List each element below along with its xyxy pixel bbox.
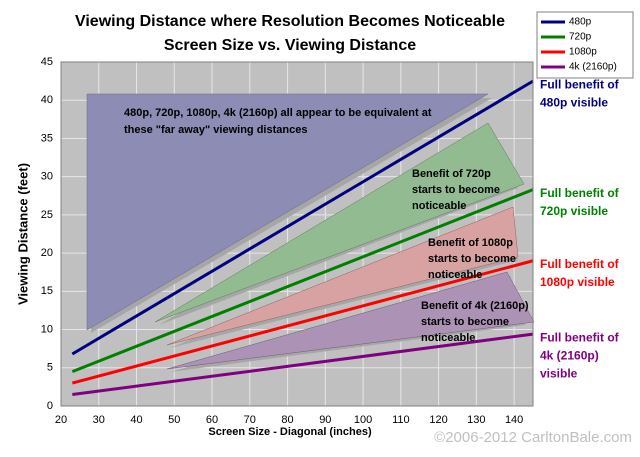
region-label: 480p, 720p, 1080p, 4k (2160p) all appear… xyxy=(124,107,432,119)
y-tick-label: 0 xyxy=(47,400,53,412)
y-tick-label: 35 xyxy=(41,132,53,144)
x-tick-label: 60 xyxy=(206,414,218,426)
series-annotation: 720p visible xyxy=(540,204,608,218)
plot-border xyxy=(60,61,534,407)
x-tick-label: 80 xyxy=(281,414,293,426)
y-tick-label: 5 xyxy=(47,362,53,374)
legend-label: 4k (2160p) xyxy=(569,62,617,73)
legend-label: 480p xyxy=(569,17,592,28)
chart-subtitle: Screen Size vs. Viewing Distance xyxy=(164,37,416,54)
x-tick-label: 130 xyxy=(467,414,485,426)
series-annotation: Full benefit of xyxy=(540,330,620,344)
region-label: noticeable xyxy=(421,332,475,344)
x-tick-label: 40 xyxy=(130,414,142,426)
region-480p xyxy=(86,93,489,331)
x-axis-label: Screen Size - Diagonal (inches) xyxy=(208,426,372,438)
x-tick-label: 20 xyxy=(55,414,67,426)
chart-title: Viewing Distance where Resolution Become… xyxy=(75,13,505,30)
series-line xyxy=(72,332,534,397)
y-tick-label: 30 xyxy=(41,171,53,183)
x-tick-label: 30 xyxy=(93,414,105,426)
series-annotation: Full benefit of xyxy=(540,257,620,271)
credit: ©2006-2012 CarltonBale.com xyxy=(434,429,632,446)
series-line xyxy=(71,79,534,356)
y-tick-label: 25 xyxy=(41,209,53,221)
y-tick-label: 40 xyxy=(41,94,53,106)
series-line xyxy=(71,188,534,373)
region-4k xyxy=(166,271,535,370)
legend-label: 720p xyxy=(569,32,592,43)
region-label: starts to become xyxy=(412,184,500,196)
y-tick-label: 45 xyxy=(41,56,53,68)
region-label: starts to become xyxy=(428,253,516,265)
lines xyxy=(71,79,534,397)
region-label: noticeable xyxy=(412,200,466,212)
region-label: these "far away" viewing distances xyxy=(124,124,307,136)
region-label: Benefit of 1080p xyxy=(428,237,513,249)
region-label: starts to become xyxy=(421,316,509,328)
series-annotation: Full benefit of xyxy=(540,186,620,200)
region-label: Benefit of 4k (2160p) xyxy=(421,300,529,312)
y-tick-label: 15 xyxy=(41,285,53,297)
legend-label: 1080p xyxy=(569,47,597,58)
series-annotation: Full benefit of xyxy=(540,77,620,91)
series-annotation: 480p visible xyxy=(540,95,608,109)
region-1080p xyxy=(166,206,519,346)
y-tick-label: 20 xyxy=(41,247,53,259)
y-axis-label: Viewing Distance (feet) xyxy=(15,163,30,305)
x-tick-label: 100 xyxy=(354,414,372,426)
x-tick-label: 120 xyxy=(429,414,447,426)
x-tick-label: 50 xyxy=(168,414,180,426)
series-annotation: visible xyxy=(540,366,578,380)
region-label: noticeable xyxy=(428,269,482,281)
series-annotation: 1080p visible xyxy=(540,275,615,289)
region-720p xyxy=(154,122,525,323)
series-annotation: 4k (2160p) xyxy=(540,348,599,362)
y-tick-label: 10 xyxy=(41,323,53,335)
x-tick-label: 90 xyxy=(319,414,331,426)
x-tick-label: 110 xyxy=(392,414,410,426)
x-tick-label: 70 xyxy=(244,414,256,426)
series-line xyxy=(71,259,534,385)
x-tick-label: 140 xyxy=(505,414,523,426)
region-label: Benefit of 720p xyxy=(412,168,491,180)
